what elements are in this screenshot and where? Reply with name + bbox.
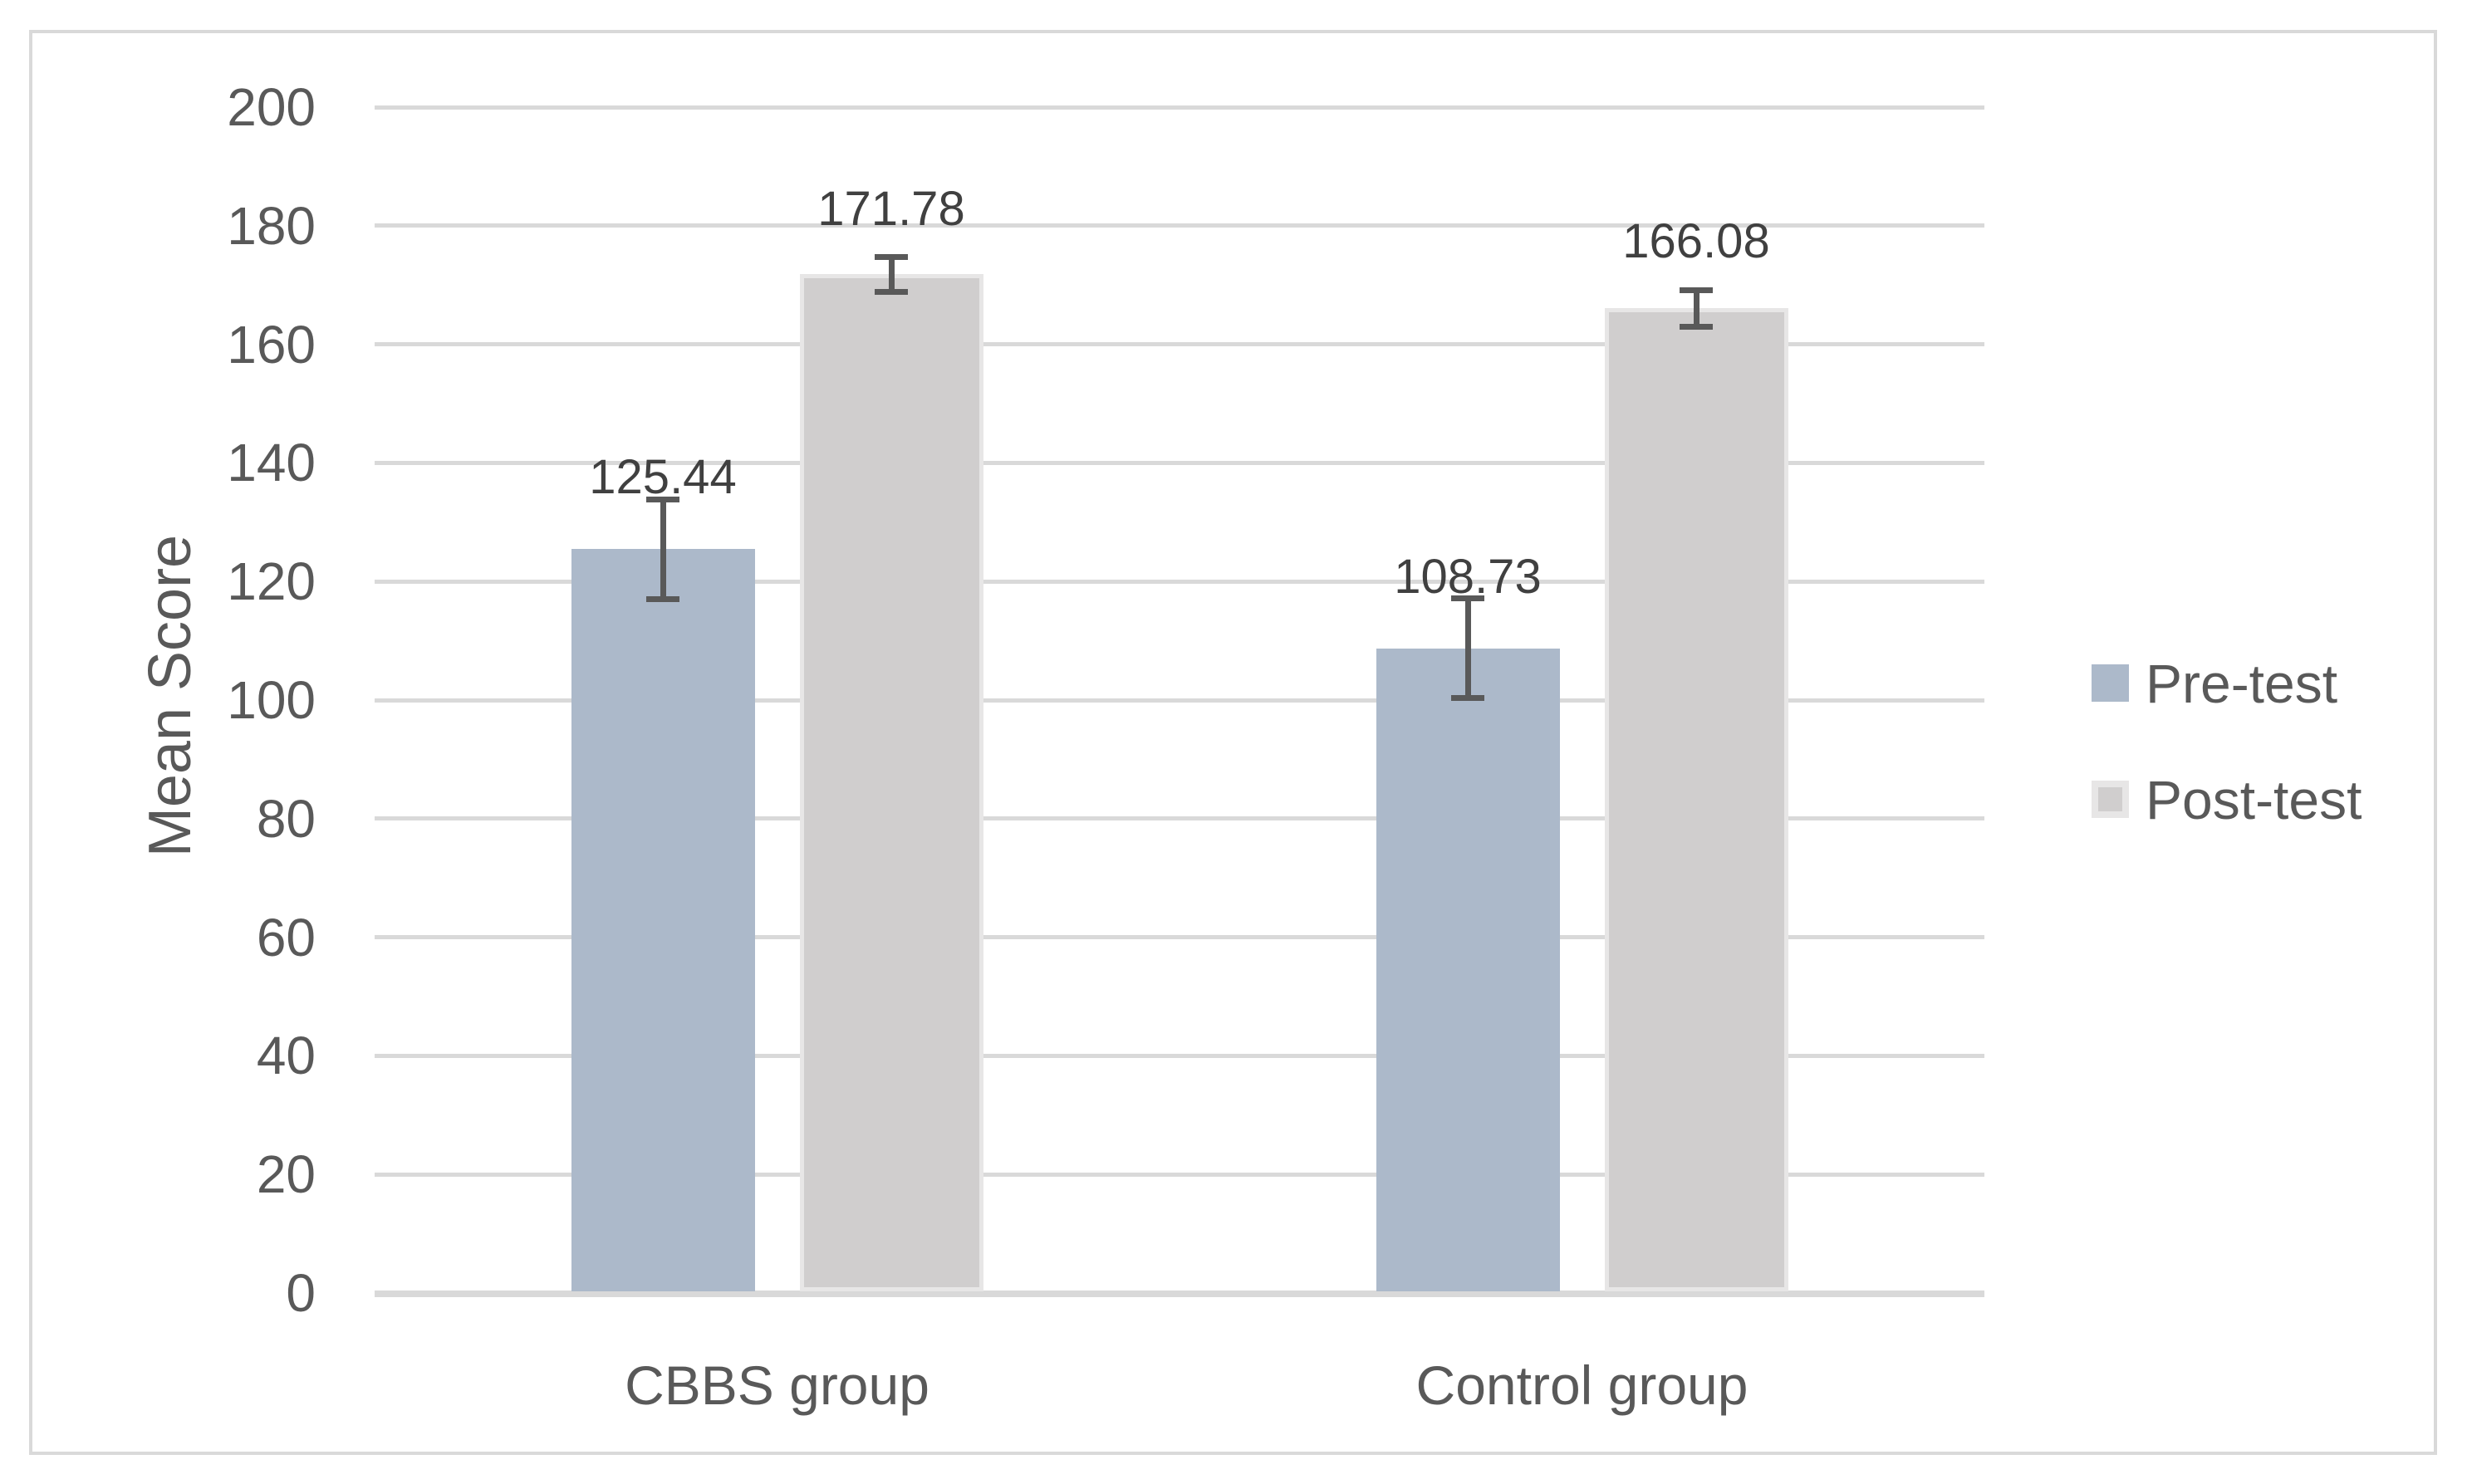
bar-control-group-post-test: [1604, 308, 1788, 1291]
y-axis-tick-label: 100: [227, 670, 316, 730]
y-axis-tick-label: 200: [227, 77, 316, 137]
y-axis-tick-label: 0: [286, 1263, 316, 1323]
error-bar-line: [660, 499, 666, 600]
legend-swatch-pre-test: [2092, 664, 2129, 702]
gridline: [375, 342, 1984, 347]
chart-border: [29, 30, 2437, 1455]
y-axis-tick-label: 180: [227, 195, 316, 256]
error-bar-cap-bottom: [875, 288, 908, 295]
error-bar-cap-top: [1680, 287, 1713, 293]
y-axis-tick-label: 60: [256, 907, 316, 967]
error-bar-cap-top: [875, 254, 908, 261]
error-bar-line: [1464, 598, 1471, 698]
x-axis-category-label: Control group: [1415, 1354, 1748, 1416]
legend-swatch-post-test: [2092, 781, 2129, 818]
bar-control-group-pre-test: [1376, 648, 1560, 1291]
gridline: [375, 935, 1984, 940]
gridline: [375, 1172, 1984, 1177]
gridline: [375, 816, 1984, 821]
y-axis-tick-label: 40: [256, 1026, 316, 1086]
error-bar-line: [888, 257, 895, 292]
bar-cbbs-group-post-test: [799, 274, 983, 1291]
y-axis-tick-label: 20: [256, 1144, 316, 1205]
y-axis-title: Mean Score: [137, 534, 204, 858]
error-bar-cap-top: [646, 496, 679, 502]
gridline: [375, 460, 1984, 465]
legend-label-pre-test: Pre-test: [2146, 652, 2338, 714]
error-bar-cap-bottom: [1680, 323, 1713, 330]
error-bar-cap-bottom: [1451, 695, 1484, 702]
data-label: 166.08: [1622, 214, 1770, 269]
gridline: [375, 105, 1984, 110]
error-bar-line: [1693, 290, 1699, 327]
y-axis-tick-label: 140: [227, 433, 316, 493]
gridline: [375, 698, 1984, 703]
gridline: [375, 223, 1984, 228]
y-axis-tick-label: 120: [227, 551, 316, 612]
data-label: 171.78: [817, 181, 965, 236]
y-axis-tick-label: 80: [256, 788, 316, 849]
gridline: [375, 1053, 1984, 1058]
bar-cbbs-group-pre-test: [571, 549, 755, 1291]
error-bar-cap-top: [1451, 595, 1484, 602]
x-axis-category-label: CBBS group: [625, 1354, 929, 1416]
data-label: 125.44: [589, 450, 737, 505]
data-label: 108.73: [1394, 549, 1542, 604]
error-bar-cap-bottom: [646, 595, 679, 602]
y-axis-tick-label: 160: [227, 314, 316, 375]
legend-label-post-test: Post-test: [2146, 768, 2362, 830]
x-axis-line: [375, 1291, 1984, 1297]
gridline: [375, 579, 1984, 584]
